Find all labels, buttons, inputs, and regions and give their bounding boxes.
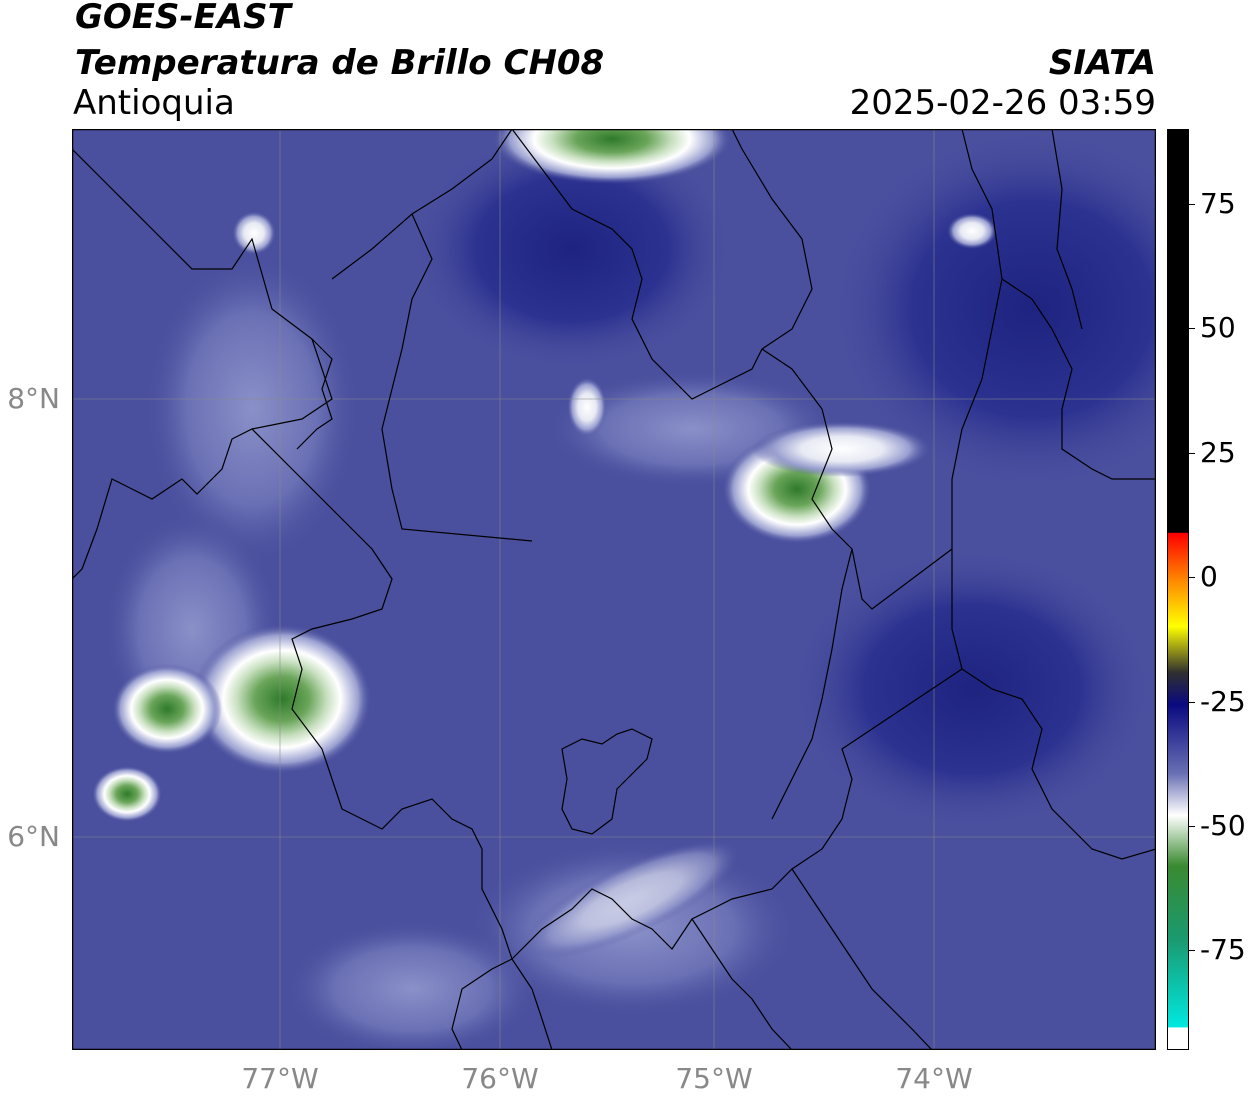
gulf-uraba [296,338,333,450]
dept-border-sw-inner [511,958,553,1050]
colorbar-tickmark [1189,825,1195,827]
dept-border-north-inner [381,213,533,542]
brightness-temperature-map [72,129,1156,1050]
dept-border-se [791,868,933,1050]
dept-border-antioquia-s [511,549,963,960]
colorbar-tick-label: 25 [1200,435,1236,469]
dept-border-ne [1001,278,1156,480]
warm-region-sw [282,919,542,1050]
cloud-s-streak [522,839,742,959]
colorbar-tickmark [1189,452,1195,454]
source-label: SIATA [1048,43,1156,83]
colorbar-tick-label: 50 [1200,311,1236,345]
colorbar-tick-label: -75 [1200,933,1246,967]
cloud-ne-streak [752,421,932,477]
cloud-small-nw [232,211,276,255]
colorbar-fill [1167,129,1189,1050]
lon-label-75w: 75°W [675,1062,753,1095]
datetime-label: 2025-02-26 03:59 [849,83,1156,123]
cloud-small-ne [947,213,997,249]
colorbar-tick-label: 0 [1200,560,1218,594]
dept-border-east-b [761,348,953,610]
cloud-small-n [567,377,607,437]
colorbar-frame [1167,129,1189,1050]
gridlines [72,129,1156,1050]
dept-border-east-c [951,129,1003,549]
municipality-enclave [561,728,653,835]
cold-region-n [412,129,732,369]
region-label: Antioquia [73,83,235,123]
colorbar-tick-label: 75 [1200,186,1236,220]
cold-region-e [792,549,1152,829]
coastline-west [72,148,333,580]
dept-border-far-e [961,668,1156,860]
cloud-main-w [192,624,372,774]
dept-border-s-inner [691,918,793,1050]
lat-label-6n: 6°N [7,820,60,853]
coastline-north [331,129,513,280]
dept-border-antioquia-w [251,428,513,1050]
colorbar-tickmark [1189,203,1195,205]
colorbar-tickmark [1189,950,1195,952]
colorbar [1167,129,1189,1050]
colorbar-tickmark [1189,328,1195,330]
map-frame [72,129,1156,1050]
dept-border-far-ne [1051,129,1083,330]
satellite-title: GOES-EAST [75,0,291,37]
dept-border-east-d [771,548,853,820]
lon-label-76w: 76°W [461,1062,539,1095]
product-title: Temperatura de Brillo CH08 [75,43,605,83]
dept-border-east-a [731,129,813,350]
colorbar-tickmark [1189,577,1195,579]
lon-label-74w: 74°W [895,1062,973,1095]
warm-region-nw [142,249,362,569]
lon-label-77w: 77°W [241,1062,319,1095]
boundaries [72,129,1156,1050]
lat-label-8n: 8°N [7,382,60,415]
colorbar-tickmark [1189,701,1195,703]
colorbar-tick-label: -50 [1200,808,1246,842]
cloud-w-coast [112,664,222,754]
cloud-sw-coast [92,766,162,822]
colorbar-tick-label: -25 [1200,684,1246,718]
cloud-north-top [492,129,732,184]
dept-border-cordoba [511,129,763,400]
